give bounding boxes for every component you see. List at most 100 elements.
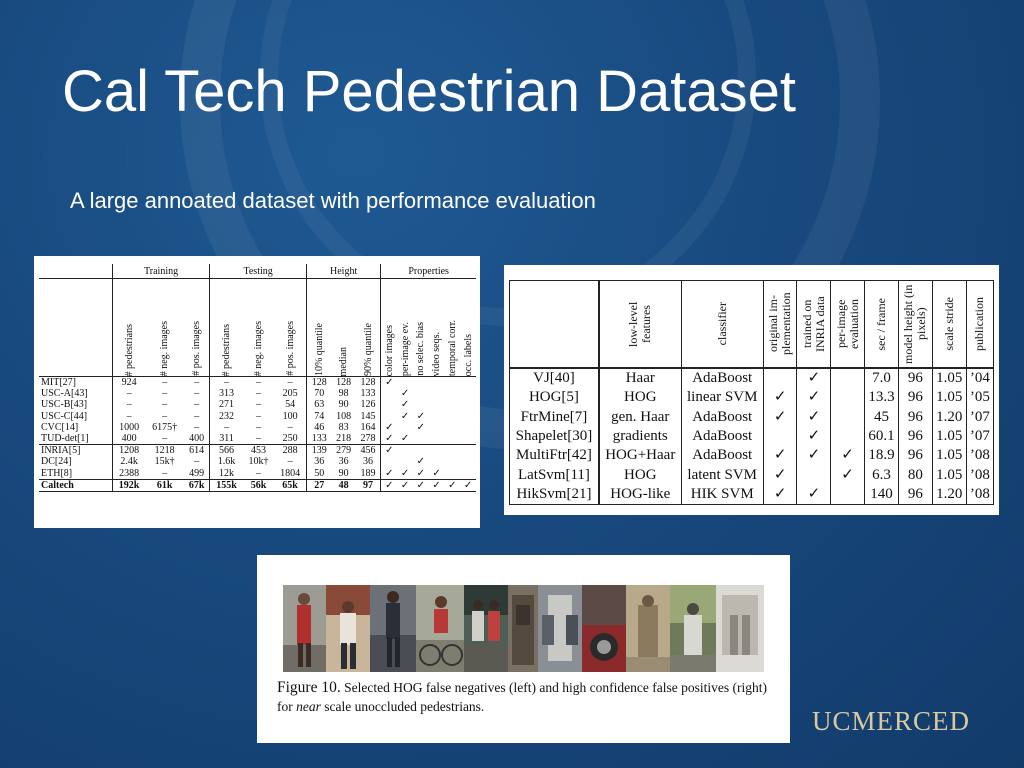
table-cell: 1000	[111, 421, 146, 433]
table-cell	[460, 456, 476, 467]
column-header: low-level features	[597, 280, 682, 369]
table-row: CVC[14] 1000 6175† – – – –46 83 164 ✓ ✓	[39, 421, 476, 433]
column-header-label: # pos. images	[284, 321, 296, 376]
table-row: USC-A[43] – – –313–205 70 98 133 ✓	[39, 388, 476, 400]
table-cell: ✓	[380, 444, 398, 457]
dataset-name: USC-A[43]	[41, 388, 88, 400]
table-row: Shapelet[30] gradients AdaBoost ✓ 60.1 96 1.05…	[508, 426, 994, 447]
table-cell: 67k	[183, 478, 210, 492]
column-header: sec / frame	[863, 280, 899, 369]
table-row: VJ[40] Haar AdaBoost ✓ 7.0 96 1.05’04	[508, 368, 994, 389]
pedestrian-image	[464, 585, 508, 672]
table-cell: 1804	[280, 467, 301, 479]
column-header: # pos. images	[274, 278, 307, 377]
table-cell: 192k	[111, 478, 146, 492]
table-cell: ’07	[965, 426, 994, 447]
table-cell	[444, 377, 460, 389]
table-cell: ✓	[796, 484, 831, 505]
table-cell	[460, 444, 476, 457]
column-header-label: # pedestrians	[123, 323, 135, 377]
table-cell: 1.05	[931, 368, 967, 389]
dataset-name: ETH[8]	[41, 467, 73, 479]
table-cell: 83	[338, 421, 349, 433]
table-cell: 100	[282, 410, 298, 422]
table-cell: ✓	[380, 421, 398, 433]
table-cell: ✓	[380, 478, 398, 492]
table-cell: 74	[305, 410, 332, 422]
column-header-label: scale stride	[941, 297, 956, 351]
table-cell	[413, 388, 429, 399]
table-cell: 278	[360, 433, 376, 445]
table-cell: HOG-like	[597, 484, 682, 505]
table-cell: ’04	[965, 368, 994, 389]
table-cell: 96	[897, 368, 933, 389]
caption-text-end: scale unoccluded pedestrians.	[320, 699, 485, 714]
table-cell: 80	[897, 465, 933, 485]
table-cell	[460, 422, 476, 433]
table-cell: gen. Haar	[597, 407, 682, 427]
table-cell: –	[256, 388, 261, 400]
column-header-label: median	[338, 346, 350, 376]
group-header: Properties	[380, 264, 476, 279]
table-cell: 27	[305, 478, 332, 492]
table-cell: AdaBoost	[680, 446, 764, 466]
group-header: Training	[111, 264, 210, 279]
table-cell: 1.20	[931, 407, 967, 427]
table-cell: 13.3	[863, 388, 899, 408]
dataset-name: CVC[14]	[41, 421, 79, 433]
table-cell	[413, 399, 429, 410]
slide-subtitle: A large annoated dataset with performanc…	[70, 188, 596, 213]
column-header: # pos. images	[183, 278, 210, 377]
table-cell	[397, 377, 413, 389]
column-header: temporal corr.	[444, 278, 461, 377]
dataset-name: USC-C[44]	[41, 410, 88, 422]
detector-name: FtrMine[7]	[508, 407, 599, 427]
table-cell: ✓	[444, 478, 461, 492]
table-cell: ✓	[796, 407, 831, 427]
dataset-name: MIT[27]	[41, 377, 76, 389]
table-cell: 128	[336, 377, 352, 389]
table-cell: 96	[897, 484, 933, 505]
table-cell: –	[194, 377, 200, 389]
table-cell: ✓	[796, 368, 831, 389]
table-cell	[444, 433, 460, 445]
table-cell: –	[162, 467, 168, 479]
table-cell: 45	[863, 407, 899, 427]
dataset-name: TUD-det[1]	[41, 433, 89, 445]
table-cell: 1.05	[931, 426, 967, 447]
table-cell	[397, 422, 413, 433]
pedestrian-image	[370, 585, 416, 672]
table-cell: 614	[183, 444, 210, 457]
table-row: DC[24] 2.4k 15k† –1.6k 10k† –36 36 36 ✓	[39, 456, 476, 468]
table-cell: –	[287, 421, 293, 433]
false-positive-image	[508, 585, 538, 672]
table-cell: 48	[331, 478, 356, 492]
dataset-table-panel: Training Testing Height Properties # ped…	[34, 256, 480, 528]
table-cell	[413, 377, 429, 389]
table-cell: ✓	[380, 467, 398, 480]
column-header: per-image evaluation	[830, 280, 865, 369]
table-cell: HOG	[597, 465, 682, 485]
table-cell	[380, 388, 398, 400]
detector-comparison-table: low-level features classifier original im-…	[508, 280, 994, 506]
table-cell: 96	[897, 426, 933, 447]
table-cell	[429, 377, 445, 389]
figure-label: Figure 10.	[277, 679, 341, 696]
column-header-label: occ. labels	[462, 333, 474, 376]
table-cell	[380, 410, 398, 422]
table-cell: 288	[274, 444, 307, 457]
dataset-name: USC-B[43]	[41, 399, 88, 411]
table-cell: 924	[111, 376, 146, 389]
table-cell: –	[256, 377, 261, 389]
group-header: Height	[305, 264, 381, 279]
table-cell: –	[111, 388, 146, 400]
column-header: 10% quantile	[305, 278, 332, 377]
column-header: model height (in pixels)	[897, 280, 933, 369]
table-cell: 313	[209, 388, 243, 400]
table-cell: ✓	[796, 426, 831, 447]
table-cell	[397, 456, 413, 467]
table-cell	[444, 411, 460, 422]
table-cell: 12k	[209, 467, 243, 480]
column-header: per-image ev.	[397, 278, 413, 377]
table-cell: 164	[360, 421, 376, 433]
